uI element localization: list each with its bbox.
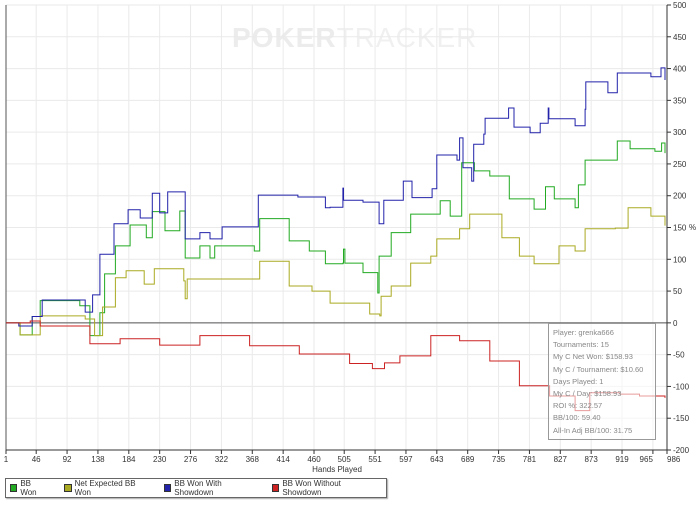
legend-swatch xyxy=(271,484,280,492)
y-tick-label: 200 xyxy=(673,192,687,201)
x-tick-label: 92 xyxy=(63,455,72,464)
x-tick-label: 597 xyxy=(399,455,413,464)
x-tick-label: 735 xyxy=(492,455,506,464)
y-tick-label: -200 xyxy=(673,446,690,455)
y-tick-label: -150 xyxy=(673,414,690,423)
x-tick-label: 1 xyxy=(4,455,9,464)
y-tick-label: -50 xyxy=(673,351,685,360)
x-tick-label: 46 xyxy=(32,455,41,464)
x-tick-label: 368 xyxy=(246,455,260,464)
x-tick-label: 643 xyxy=(430,455,444,464)
stat-per-tournament: My C / Tournament: $10.60 xyxy=(553,364,644,374)
y-tick-label: 100 xyxy=(673,255,687,264)
y-tick-label: 500 xyxy=(673,1,687,10)
legend-item-bb-won[interactable]: BB Won xyxy=(10,479,46,497)
x-tick-label: 781 xyxy=(523,455,537,464)
y-tick-label: 450 xyxy=(673,33,687,42)
x-tick-label: 827 xyxy=(554,455,568,464)
x-tick-label: 322 xyxy=(215,455,229,464)
x-tick-label: 230 xyxy=(153,455,167,464)
x-tick-label: 138 xyxy=(91,455,105,464)
stat-player: Player: grenka666 xyxy=(553,328,614,337)
legend-label: BB Won xyxy=(20,479,37,497)
legend-item-without-showdown[interactable]: BB Won Without Showdown xyxy=(271,479,372,497)
legend-label: BB Won With Showdown xyxy=(174,479,222,497)
stat-net-won: My C Net Won: $158.93 xyxy=(553,352,633,362)
stat-days-played: Days Played: 1 xyxy=(553,376,604,386)
x-tick-label: 414 xyxy=(276,455,290,464)
legend-swatch xyxy=(163,484,172,492)
y-tick-label: 50 xyxy=(673,287,682,296)
stat-tournaments: Tournaments: 15 xyxy=(553,340,609,350)
series-line-net-expected-bb-won xyxy=(6,207,666,337)
stat-per-day: My C / Day: $158.93 xyxy=(553,388,622,398)
x-tick-label: 551 xyxy=(368,455,382,464)
stats-overlay: Player: grenka666 Tournaments: 15 My C N… xyxy=(548,323,656,440)
y-axis-label: % xyxy=(689,223,697,232)
stat-bb100: BB/100: 59.40 xyxy=(553,413,601,423)
x-tick-label: 919 xyxy=(615,455,629,464)
y-tick-label: 400 xyxy=(673,65,687,74)
x-tick-label: 986 xyxy=(667,455,681,464)
legend-swatch xyxy=(64,484,72,492)
x-tick-label: 965 xyxy=(640,455,654,464)
series-line-bb-won-with-showdown xyxy=(6,67,666,327)
legend-label: BB Won Without Showdown xyxy=(282,479,341,497)
pokertracker-watermark-logo: POKERTRACKER xyxy=(232,22,478,53)
legend-item-net-expected[interactable]: Net Expected BB Won xyxy=(64,479,146,497)
x-tick-label: 460 xyxy=(307,455,321,464)
legend-label: Net Expected BB Won xyxy=(74,479,136,497)
y-tick-label: 0 xyxy=(673,319,678,328)
x-tick-label: 689 xyxy=(461,455,475,464)
x-tick-label: 873 xyxy=(584,455,598,464)
x-tick-label: 505 xyxy=(338,455,352,464)
y-tick-label: 250 xyxy=(673,160,687,169)
y-tick-label: 150 xyxy=(673,224,687,233)
x-tick-label: 276 xyxy=(184,455,198,464)
x-axis-label: Hands Played xyxy=(312,465,362,474)
legend-item-with-showdown[interactable]: BB Won With Showdown xyxy=(163,479,254,497)
y-tick-label: -100 xyxy=(673,382,690,391)
y-tick-label: 300 xyxy=(673,128,687,137)
stat-roi: ROI %: 322.57 xyxy=(553,401,603,411)
legend: BB Won Net Expected BB Won BB Won With S… xyxy=(5,478,387,498)
series-line-bb-won xyxy=(6,140,666,337)
x-tick-label: 184 xyxy=(122,455,136,464)
legend-swatch xyxy=(10,484,18,492)
stat-allin-bb100: All-In Adj BB/100: 31.75 xyxy=(553,425,633,435)
y-tick-label: 350 xyxy=(673,96,687,105)
